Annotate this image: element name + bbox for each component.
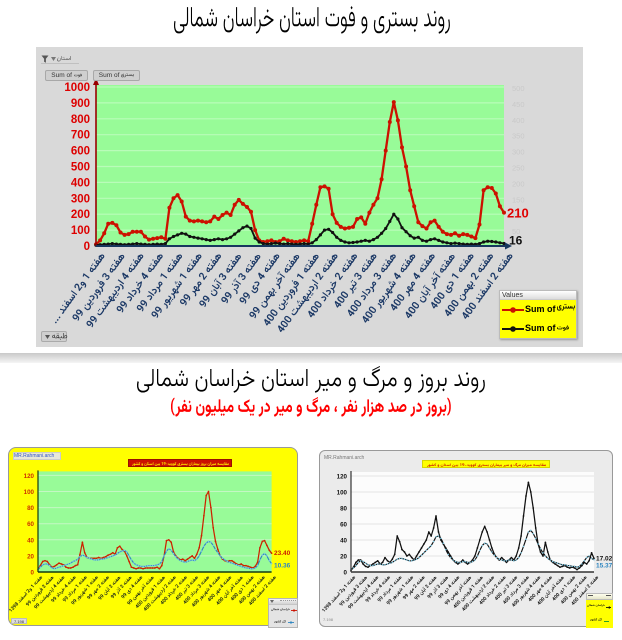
svg-text:350: 350 xyxy=(512,132,525,141)
svg-text:80: 80 xyxy=(27,505,34,512)
svg-text:400: 400 xyxy=(512,116,525,125)
svg-text:40: 40 xyxy=(340,538,347,545)
svg-text:100: 100 xyxy=(24,489,35,496)
svg-text:250: 250 xyxy=(512,164,525,173)
svg-text:15.37: 15.37 xyxy=(596,563,613,570)
svg-text:450: 450 xyxy=(512,100,525,109)
svg-text:60: 60 xyxy=(340,522,347,529)
svg-text:60: 60 xyxy=(27,521,34,528)
svg-text:10.36: 10.36 xyxy=(274,563,291,570)
svg-text:210: 210 xyxy=(507,206,529,221)
svg-text:0: 0 xyxy=(84,241,90,253)
svg-text:900: 900 xyxy=(71,98,90,110)
svg-text:800: 800 xyxy=(71,114,90,126)
svg-text:20: 20 xyxy=(27,553,34,560)
svg-text:300: 300 xyxy=(512,148,525,157)
svg-text:150: 150 xyxy=(512,195,525,204)
svg-text:40: 40 xyxy=(27,537,34,544)
svg-text:16: 16 xyxy=(509,234,523,248)
svg-text:500: 500 xyxy=(512,84,525,93)
svg-text:500: 500 xyxy=(71,162,90,174)
svg-text:50: 50 xyxy=(512,227,520,236)
svg-text:23.40: 23.40 xyxy=(274,550,291,557)
svg-text:0: 0 xyxy=(344,570,348,577)
svg-text:100: 100 xyxy=(71,225,90,237)
svg-text:200: 200 xyxy=(71,209,90,221)
svg-text:17.02: 17.02 xyxy=(596,555,613,562)
svg-text:400: 400 xyxy=(71,177,90,189)
svg-text:700: 700 xyxy=(71,130,90,142)
svg-text:300: 300 xyxy=(71,193,90,205)
svg-text:120: 120 xyxy=(337,474,348,481)
svg-text:600: 600 xyxy=(71,146,90,158)
svg-text:1000: 1000 xyxy=(64,82,90,94)
svg-text:100: 100 xyxy=(337,490,348,497)
svg-text:80: 80 xyxy=(340,506,347,513)
svg-text:20: 20 xyxy=(340,554,347,561)
svg-text:120: 120 xyxy=(24,473,35,480)
svg-text:200: 200 xyxy=(512,179,525,188)
svg-text:100: 100 xyxy=(512,211,525,220)
svg-text:0: 0 xyxy=(31,570,35,577)
